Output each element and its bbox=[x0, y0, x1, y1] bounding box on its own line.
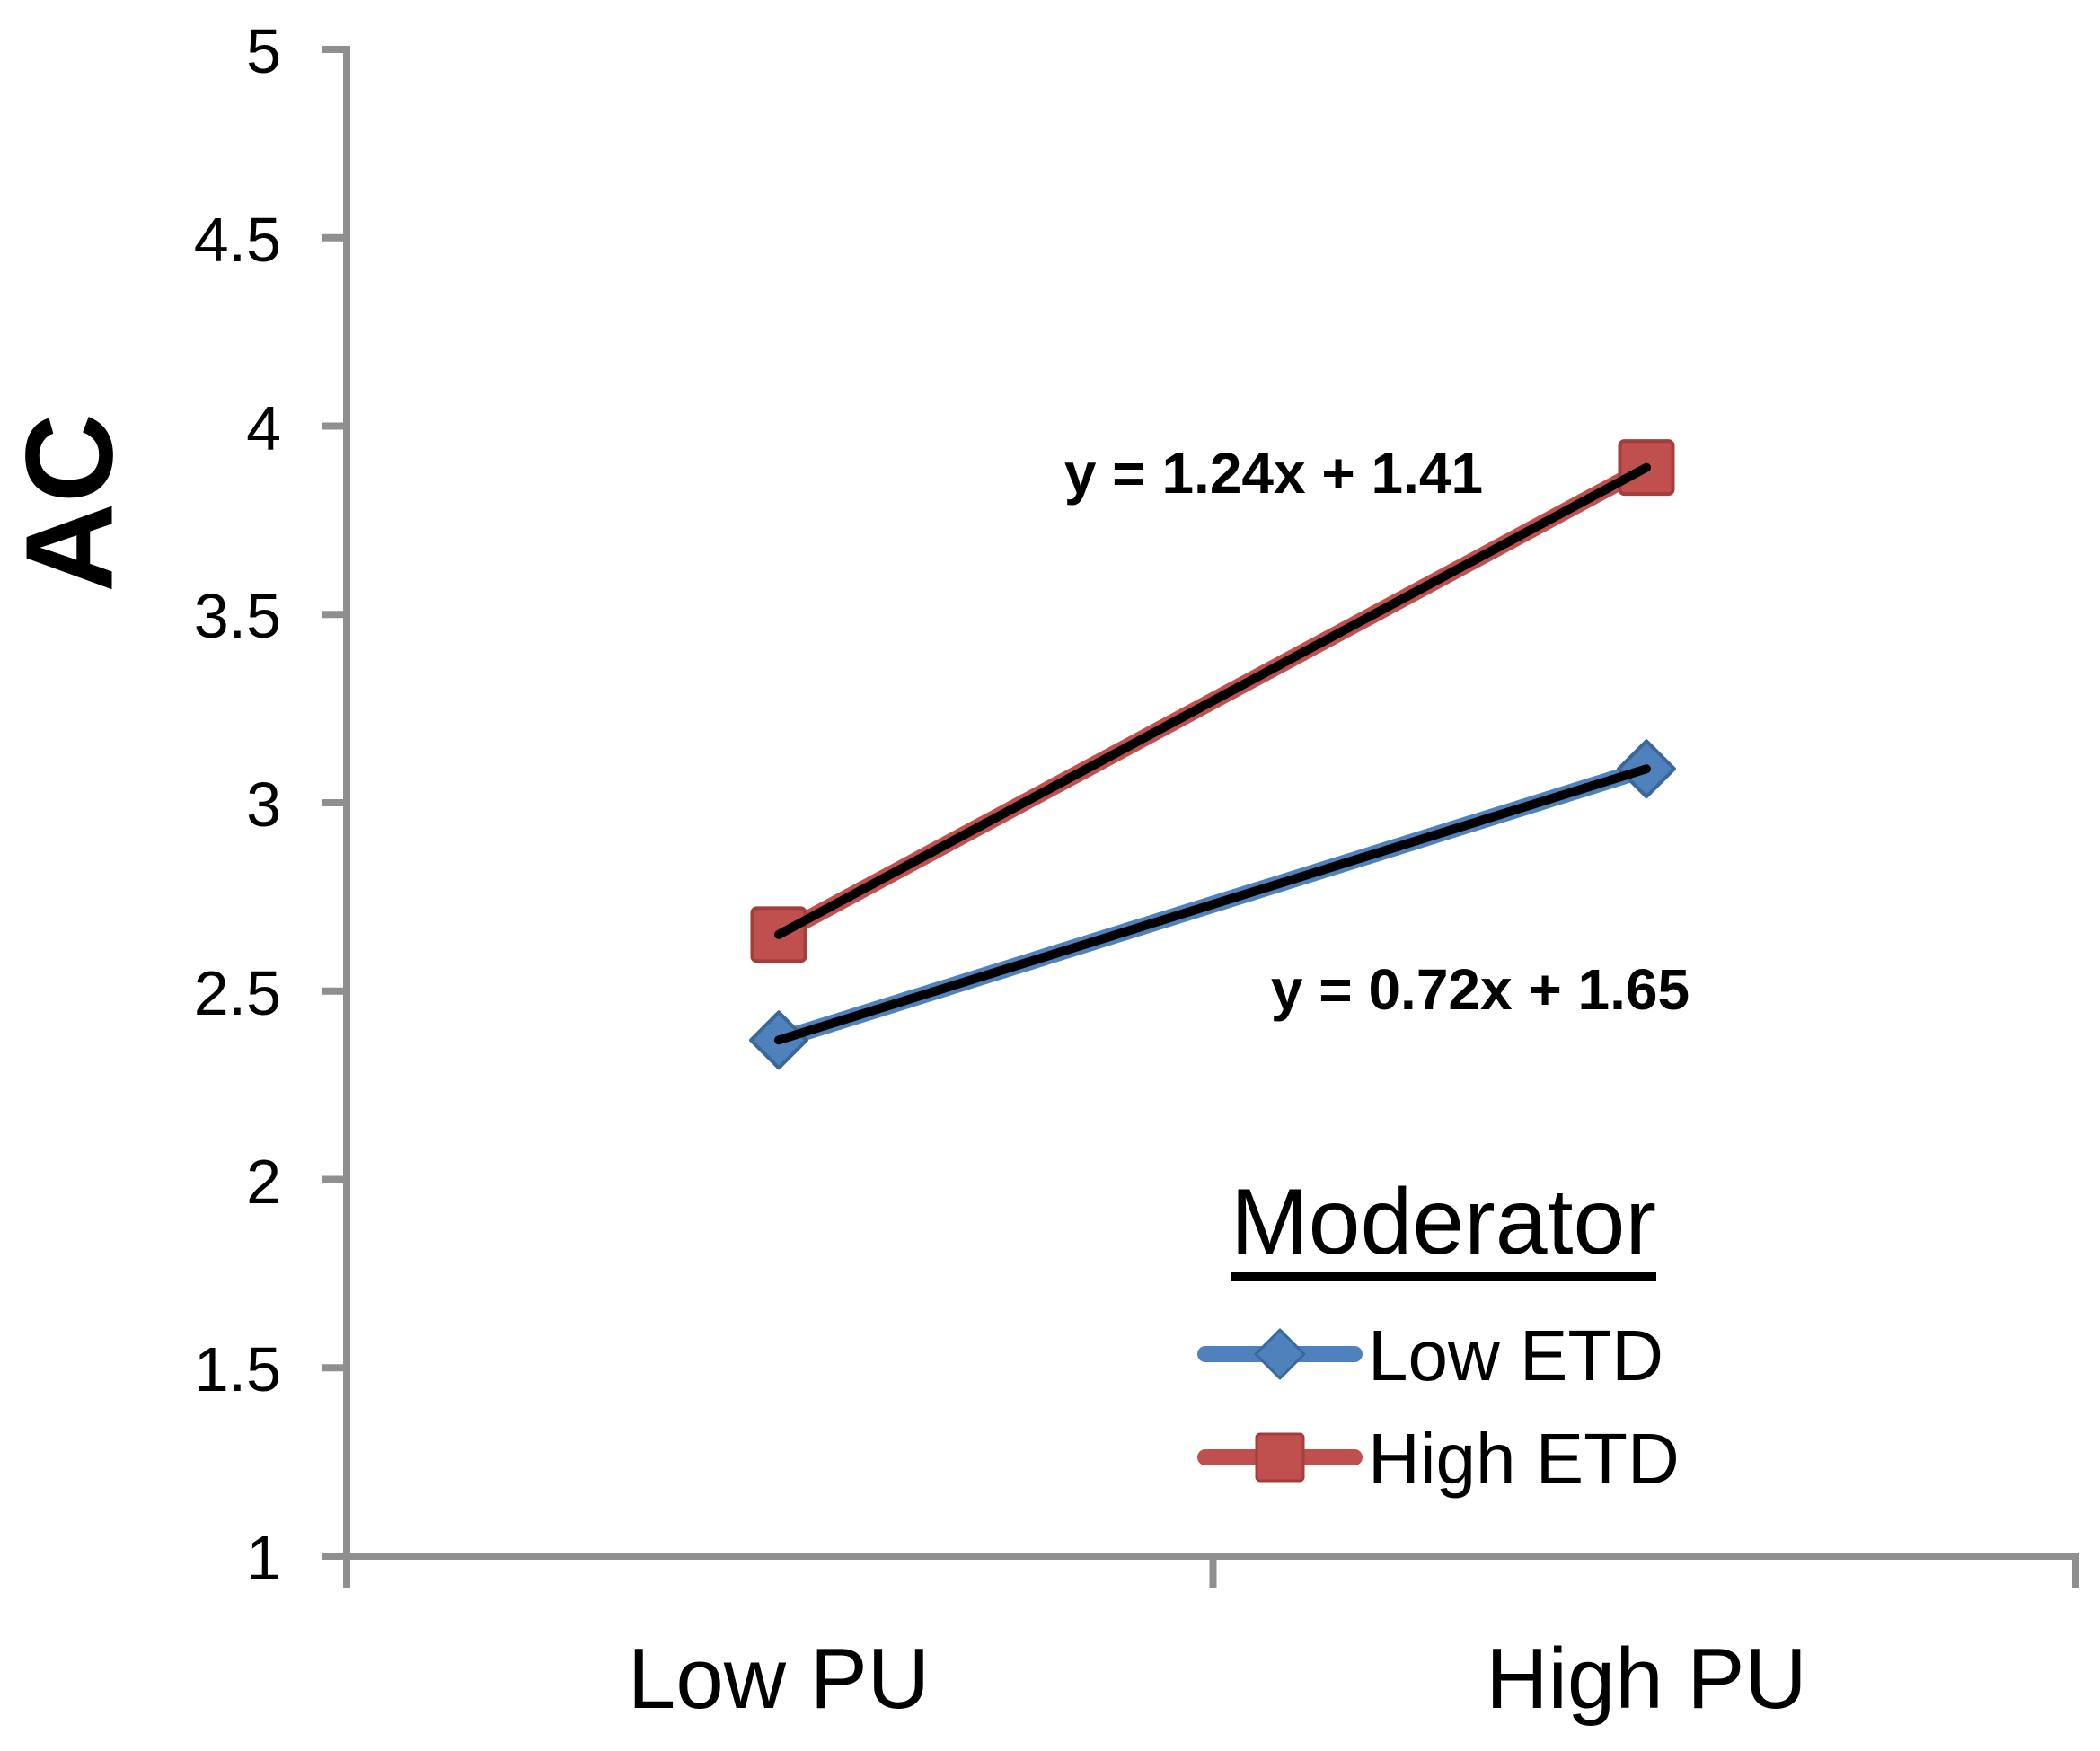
trendline-equation-low-etd: y = 0.72x + 1.65 bbox=[1270, 957, 1690, 1022]
trendline-low-etd bbox=[774, 764, 1651, 1045]
legend-item-low-etd: Low ETD bbox=[1368, 1315, 1663, 1395]
y-tick-label: 3.5 bbox=[193, 581, 281, 652]
y-tick-label: 1 bbox=[246, 1523, 281, 1593]
trendline-high-etd bbox=[774, 462, 1651, 939]
legend-marker-high-etd bbox=[1255, 1432, 1305, 1483]
y-tick-label: 4 bbox=[246, 392, 281, 463]
y-tick-label: 2 bbox=[246, 1146, 281, 1217]
x-tick-label-low-pu: Low PU bbox=[627, 1631, 931, 1727]
trendline-equation-high-etd: y = 1.24x + 1.41 bbox=[1063, 441, 1484, 506]
y-tick-label: 3 bbox=[246, 770, 281, 840]
legend-marker-low-etd bbox=[1254, 1328, 1306, 1380]
y-tick-label: 1.5 bbox=[193, 1334, 281, 1405]
y-tick-label: 5 bbox=[246, 16, 281, 86]
legend-item-high-etd: High ETD bbox=[1368, 1419, 1680, 1499]
x-tick-label-high-pu: High PU bbox=[1486, 1631, 1807, 1727]
y-tick-label: 4.5 bbox=[193, 204, 281, 275]
y-tick-label: 2.5 bbox=[193, 957, 281, 1028]
legend-title: Moderator bbox=[1231, 1175, 1656, 1281]
